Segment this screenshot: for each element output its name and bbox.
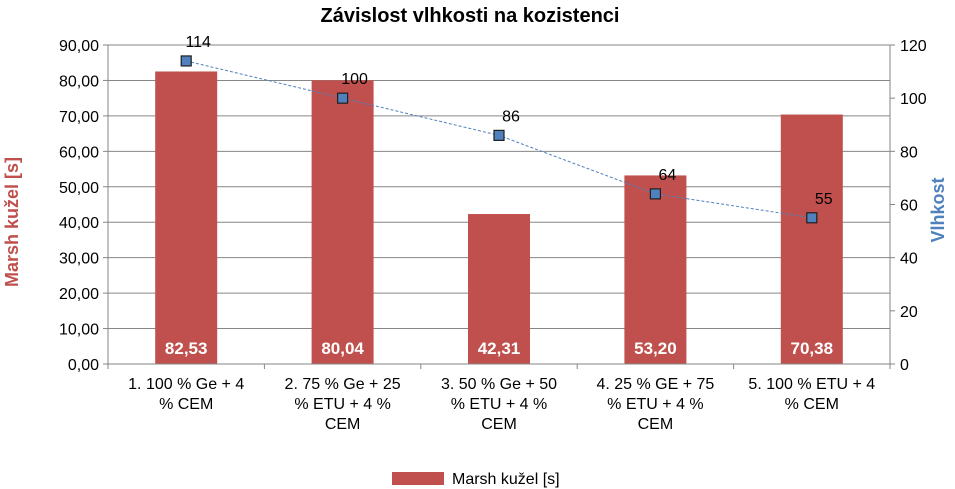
line-series: 114 100 86 64 55 [180, 34, 833, 224]
left-tick-label: 0,00 [68, 357, 99, 374]
point-value-label: 114 [185, 34, 211, 51]
category-label-line: % CEM [159, 396, 213, 413]
right-axis-ticks: 0 20 40 60 80 100 120 [890, 38, 927, 374]
bar [468, 214, 530, 364]
category-label-line: 5. 100 % ETU + 4 [748, 376, 875, 393]
bar [155, 71, 218, 365]
category-label-line: 2. 75 % Ge + 25 [285, 376, 401, 393]
bar-value-label: 70,38 [791, 339, 834, 358]
point-marker [180, 55, 192, 67]
right-tick-label: 60 [900, 198, 918, 215]
bar-series: 82,53 80,04 42,31 53,20 70,38 [155, 71, 843, 365]
left-axis-ticks: 0,00 10,00 20,00 30,00 40,00 50,00 60,00 70,00 8… [59, 38, 108, 374]
category-label-line: 3. 50 % Ge + 50 [441, 376, 557, 393]
right-axis-label: Vlhkost [928, 177, 948, 242]
legend: Marsh kužel [s] [392, 471, 560, 488]
category-label-line: % ETU + 4 % [607, 396, 703, 413]
right-tick-label: 20 [900, 304, 918, 321]
category-label-line: % ETU + 4 % [294, 396, 390, 413]
category-label: 4. 25 % GE + 75 % ETU + 4 % CEM [596, 376, 714, 433]
left-tick-label: 60,00 [59, 144, 99, 161]
right-tick-label: 100 [900, 91, 927, 108]
left-tick-label: 80,00 [59, 73, 99, 90]
category-label-line: CEM [481, 416, 517, 433]
bar-value-label: 80,04 [321, 339, 364, 358]
category-labels: 1. 100 % Ge + 4 % CEM 2. 75 % Ge + 25 % ETU… [128, 376, 875, 433]
point-marker [493, 129, 505, 141]
legend-swatch [392, 472, 444, 485]
category-label-line: CEM [638, 416, 674, 433]
right-tick-label: 40 [900, 251, 918, 268]
left-tick-label: 10,00 [59, 322, 99, 339]
category-label: 1. 100 % Ge + 4 % CEM [128, 376, 244, 413]
category-label: 2. 75 % Ge + 25 % ETU + 4 % CEM [285, 376, 401, 433]
category-label: 5. 100 % ETU + 4 % CEM [748, 376, 875, 413]
bar-value-label: 53,20 [634, 339, 677, 358]
point-value-label: 100 [341, 71, 368, 88]
right-tick-label: 80 [900, 144, 918, 161]
category-label-line: 1. 100 % Ge + 4 [128, 376, 244, 393]
left-tick-label: 40,00 [59, 215, 99, 232]
left-tick-label: 30,00 [59, 251, 99, 268]
point-marker [337, 92, 349, 104]
left-tick-label: 20,00 [59, 286, 99, 303]
bar [780, 114, 843, 365]
bar [624, 175, 687, 364]
left-tick-label: 50,00 [59, 180, 99, 197]
category-label-line: 4. 25 % GE + 75 [596, 376, 714, 393]
legend-label: Marsh kužel [s] [452, 471, 560, 488]
chart-title: Závislost vlhkosti na kozistenci [321, 5, 620, 27]
right-tick-label: 0 [900, 357, 909, 374]
point-value-label: 64 [659, 167, 677, 184]
point-marker [806, 212, 818, 224]
bar-value-label: 82,53 [165, 339, 208, 358]
left-axis-label: Marsh kužel [s] [2, 157, 22, 287]
category-label-line: CEM [325, 416, 361, 433]
category-label-line: % ETU + 4 % [451, 396, 547, 413]
bar [311, 80, 374, 364]
right-tick-label: 120 [900, 38, 927, 55]
point-marker [649, 188, 662, 200]
left-tick-label: 70,00 [59, 109, 99, 126]
point-value-label: 86 [502, 108, 520, 125]
category-label-line: % CEM [785, 396, 839, 413]
point-value-label: 55 [815, 191, 833, 208]
left-tick-label: 90,00 [59, 38, 99, 55]
bar-value-label: 42,31 [478, 339, 521, 358]
category-label: 3. 50 % Ge + 50 % ETU + 4 % CEM [441, 376, 557, 433]
